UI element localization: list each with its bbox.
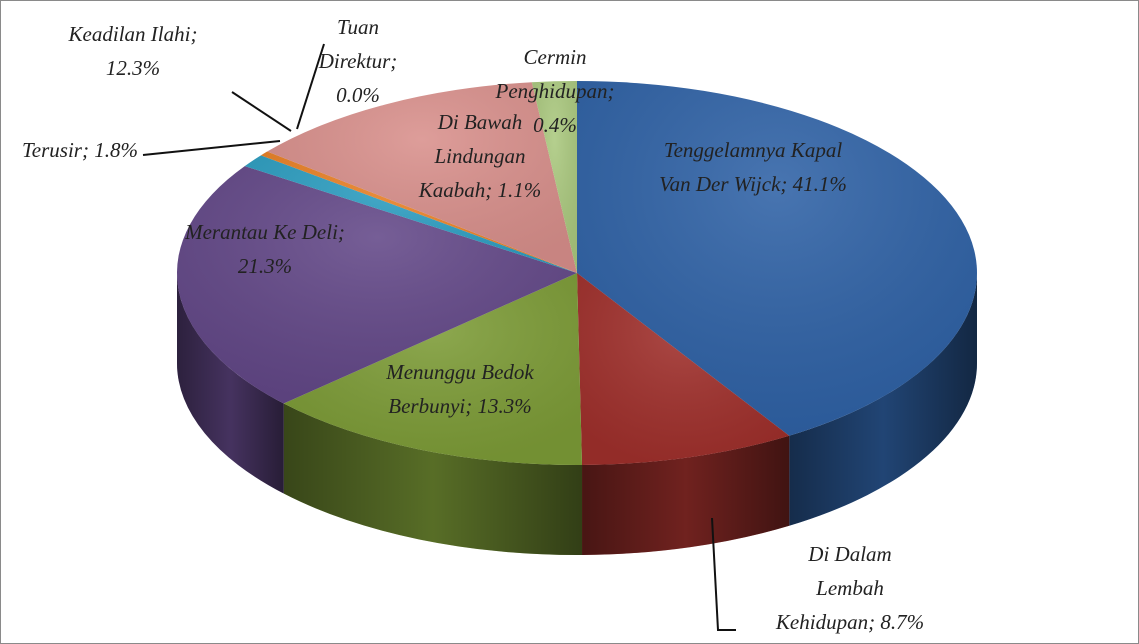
leader-lines [142,43,736,631]
pie-sides [177,273,977,555]
pie-slice-shine [267,82,577,274]
pie-slice-shine [577,273,790,465]
pie-slice-shine [260,151,577,273]
pie-slice-shine [244,155,577,273]
pie-slice-shine [176,166,577,404]
pie-slice-shine [577,81,977,436]
pie-slice-shine [283,273,583,465]
pie-tops [176,81,977,465]
pie-slice-shine [531,81,577,273]
leader-line [296,43,325,130]
leader-line [711,517,736,631]
data-label: Tenggelamnya Kapal Van Der Wijck; 41.1% [659,138,847,196]
leader-line [231,91,292,132]
data-label: Terusir; 1.8% [22,138,138,162]
leader-line [142,140,281,156]
data-label: Keadilan Ilahi; 12.3% [68,22,198,80]
data-label: Tuan Direktur; 0.0% [318,15,398,107]
pie-side-shade [283,403,583,555]
data-label: Merantau Ke Deli; 21.3% [185,220,345,278]
pie-side-shade [582,435,790,555]
data-label: Cermin Penghidupan; 0.4% [495,45,615,137]
data-label: Menunggu Bedok Berbunyi; 13.3% [386,360,534,418]
pie-side-shade [177,273,284,494]
data-label: Di Bawah Lindungan Kaabah; 1.1% [418,110,542,202]
pie-side-shade [789,273,977,526]
data-label: Di Dalam Lembah Kehidupan; 8.7% [775,542,925,634]
